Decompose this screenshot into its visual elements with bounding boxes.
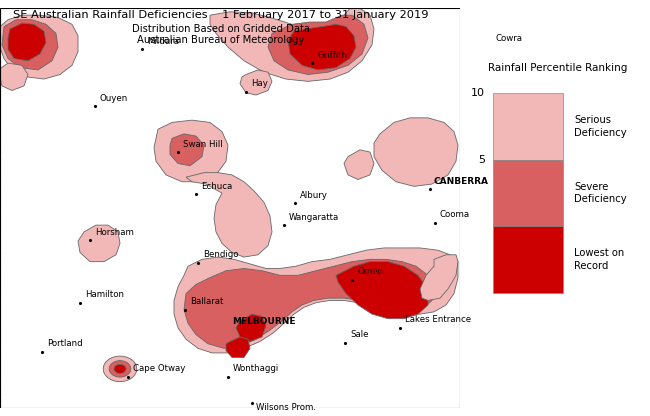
Polygon shape — [0, 15, 78, 79]
Text: Wangaratta: Wangaratta — [289, 213, 339, 222]
Text: Wilsons Prom.: Wilsons Prom. — [256, 403, 316, 412]
Text: Australian Bureau of Meteorology: Australian Bureau of Meteorology — [137, 35, 305, 45]
Polygon shape — [186, 173, 272, 257]
Text: Hay: Hay — [251, 79, 268, 88]
Polygon shape — [344, 150, 374, 179]
Polygon shape — [2, 20, 58, 70]
Polygon shape — [236, 314, 266, 342]
Polygon shape — [472, 33, 498, 54]
Polygon shape — [114, 364, 126, 374]
Polygon shape — [240, 70, 272, 95]
Polygon shape — [170, 134, 204, 166]
Text: Ballarat: Ballarat — [190, 297, 224, 306]
Text: Griffith: Griffith — [317, 51, 347, 59]
Polygon shape — [103, 356, 136, 381]
Text: Portland: Portland — [47, 339, 83, 348]
Bar — [493, 93, 563, 160]
Text: SE Australian Rainfall Deficiencies    1 February 2017 to 31 January 2019: SE Australian Rainfall Deficiencies 1 Fe… — [13, 10, 429, 20]
Polygon shape — [154, 120, 228, 182]
Text: Hamilton: Hamilton — [85, 290, 124, 299]
Bar — [493, 226, 563, 293]
Text: Swan Hill: Swan Hill — [183, 140, 222, 149]
Polygon shape — [288, 24, 356, 70]
Text: 10: 10 — [471, 88, 485, 98]
Polygon shape — [420, 255, 458, 300]
Text: CANBERRA: CANBERRA — [434, 177, 489, 186]
Polygon shape — [174, 248, 458, 353]
Polygon shape — [8, 23, 46, 61]
Text: Horsham: Horsham — [95, 228, 134, 237]
Polygon shape — [109, 361, 131, 377]
Text: Serious
Deficiency: Serious Deficiency — [574, 115, 627, 138]
Text: Albury: Albury — [300, 191, 328, 200]
Text: Sale: Sale — [350, 330, 369, 339]
Text: Cooma: Cooma — [440, 210, 470, 219]
Text: Lakes Entrance: Lakes Entrance — [405, 315, 471, 324]
Text: Lowest on
Record: Lowest on Record — [574, 248, 624, 271]
Polygon shape — [184, 259, 434, 348]
Polygon shape — [210, 8, 374, 82]
Text: 5: 5 — [478, 155, 485, 165]
Text: Mildura: Mildura — [147, 37, 179, 46]
Polygon shape — [374, 118, 458, 186]
Text: Ouyen: Ouyen — [100, 94, 128, 103]
Text: Omeo: Omeo — [357, 267, 383, 277]
Text: Cowra: Cowra — [495, 34, 522, 42]
Polygon shape — [0, 63, 28, 90]
Text: Wonthaggi: Wonthaggi — [233, 364, 280, 374]
Text: Distribution Based on Gridded Data: Distribution Based on Gridded Data — [132, 24, 310, 34]
Polygon shape — [336, 262, 428, 319]
Text: MELBOURNE: MELBOURNE — [232, 317, 296, 326]
Text: Echuca: Echuca — [201, 182, 232, 191]
Bar — [493, 160, 563, 226]
Polygon shape — [268, 15, 368, 74]
Text: Bendigo: Bendigo — [203, 250, 239, 259]
Polygon shape — [78, 225, 120, 262]
Text: Severe
Deficiency: Severe Deficiency — [574, 182, 627, 204]
Polygon shape — [226, 337, 250, 357]
Text: Rainfall Percentile Ranking: Rainfall Percentile Ranking — [488, 63, 627, 73]
Text: Cape Otway: Cape Otway — [133, 364, 185, 374]
